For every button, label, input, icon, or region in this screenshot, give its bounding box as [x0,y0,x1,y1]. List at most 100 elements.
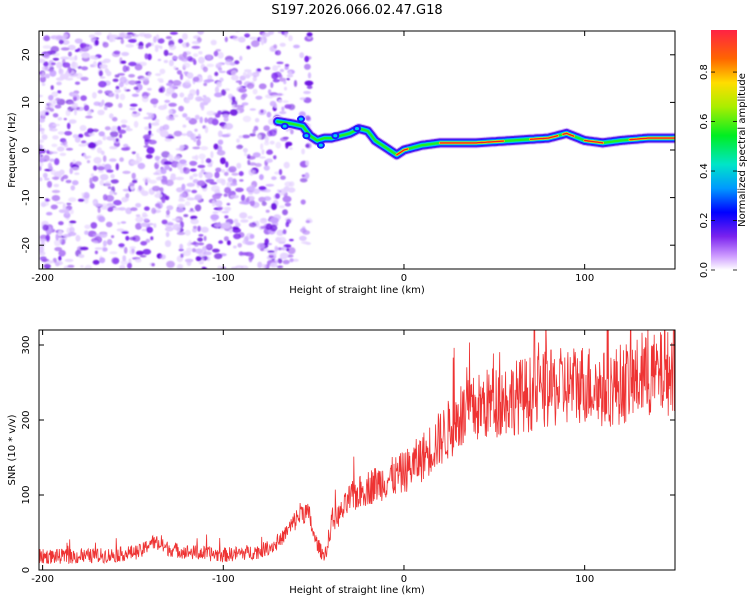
spectrogram-noise-blob [184,201,191,206]
spectrogram-noise-blob [118,103,123,108]
spectrogram-noise-blob [133,120,139,128]
spectrogram-noise-blob [118,243,125,248]
spectrogram-noise-blob [202,95,207,98]
spectrogram-noise-blob [43,263,51,269]
colorbar: 0.0 0.2 0.4 0.6 0.8 Normalized spectral ampl… [699,30,748,278]
spectrogram-noise-blob [49,69,57,77]
spectrogram-noise-blob [88,34,96,38]
spectrogram-noise-blob [99,257,106,264]
spectrogram-noise-blob [117,221,121,225]
spectrogram-noise-blob [54,104,62,109]
spectrogram-noise-blob [265,183,275,187]
spectrogram-noise-blob [192,76,200,82]
colorbar-tick-label: 0.6 [699,114,710,130]
spectrogram-noise-blob [98,170,104,173]
spectrogram-noise-blob [40,154,44,158]
spectrogram-noise-blob [214,171,220,179]
spectrogram-noise-blob [190,208,194,211]
spectrogram-noise-blob [43,61,49,67]
spectrogram-noise-blob [44,66,48,70]
spectrogram-noise-blob [213,50,219,57]
spectrogram-noise-blob [51,91,59,98]
spectrogram-noise-blob [260,143,264,150]
spectrogram-noise-blob [307,72,312,79]
spectrogram-noise-blob [64,131,73,136]
spectrogram-noise-blob [252,71,260,78]
spectrogram-noise-blob [238,171,244,177]
spectrogram-noise-blob [230,182,238,187]
spectrogram-noise-blob [217,67,223,71]
spectrogram-noise-blob [286,77,290,81]
spectrogram-noise-blob [100,207,109,210]
spectrogram-noise-blob [80,47,89,52]
spectrogram-noise-blob [67,44,76,51]
spectrogram-noise-blob [109,34,119,39]
spectrogram-noise-blob [125,43,134,48]
spectrogram-noise-blob [188,209,196,213]
spectrogram-noise-blob [170,173,176,179]
snr-y-axis: 0 100 200 300 [21,335,675,573]
spectrogram-noise-blob [191,189,198,194]
spectrogram-noise-blob [254,118,260,123]
spectrogram-noise-blob [39,139,45,143]
spectrogram-noise-blob [245,198,250,203]
spectrogram-noise-blob [113,50,121,55]
snr-x-label: Height of straight line (km) [289,585,425,596]
spectrogram-noise-blob [39,161,44,167]
spectrogram-noise-blob [166,222,174,226]
spectrogram-noise-blob [148,72,152,78]
spectrogram-noise-blob [55,201,64,205]
spectrogram-noise-blob [201,159,204,165]
spectrogram-background [39,31,675,269]
spectrogram-noise-blob [54,247,63,252]
spectrogram-noise-blob [68,119,77,124]
spectrogram-noise-blob [218,240,224,244]
spectrogram-noise-blob [198,51,203,55]
spectrogram-noise-blob [129,103,138,107]
spectrogram-noise-blob [221,210,229,214]
spectrogram-noise-blob [100,150,105,156]
spectrogram-tone-track [272,115,675,161]
spectrogram-noise-blob [238,36,246,43]
spectrogram-noise-blob [252,75,257,82]
spectrogram-noise-blob [66,202,72,206]
spectrogram-noise-blob [131,248,135,254]
spectrogram-noise-blob [150,236,154,241]
spectrogram-noise-blob [214,253,223,260]
spectrogram-noise-blob [131,151,136,155]
spectrogram-noise-blob [179,144,185,150]
spectrogram-noise-blob [52,123,61,127]
spectrogram-noise-blob [249,199,255,207]
spectrogram-noise-blob [166,205,174,211]
spectrogram-noise-blob [289,238,294,242]
tone-blob-core [333,134,338,138]
spectrogram-noise-blob [248,222,257,228]
spectrogram-noise-blob [188,118,198,125]
spectrogram-noise-blob [58,249,66,257]
snr-series-line [39,330,675,565]
spectrogram-noise-blob [279,253,288,260]
spectrogram-noise-blob [44,73,51,79]
spectrogram-noise-blob [234,60,240,65]
spectrogram-noise-blob [147,87,152,91]
spectrogram-noise-blob [182,124,187,128]
spectrogram-noise-blob [224,215,229,219]
spectrogram-noise-blob [299,97,306,101]
spectrogram-noise-blob [62,140,68,146]
spectrogram-noise-blob [251,40,260,48]
tone-blob-core [355,126,359,131]
spectrogram-noise-blob [219,77,224,82]
x-tick-label: 0 [401,574,407,585]
spectrogram-noise-blob [215,49,221,52]
spectrogram-noise-blob [158,87,163,93]
spectrogram-noise-blob [192,248,196,253]
spectrogram-noise-blob [190,168,197,172]
spectrogram-noise-blob [254,163,262,167]
tone-blob-core [304,134,309,138]
spectrogram-noise-blob [206,63,215,68]
spectrogram-noise-blob [80,95,87,101]
spectrogram-noise-blob [270,82,274,88]
snr-frame [38,329,676,571]
spectrogram-noise-blob [78,143,87,147]
spectrogram-noise-blob [90,222,98,229]
